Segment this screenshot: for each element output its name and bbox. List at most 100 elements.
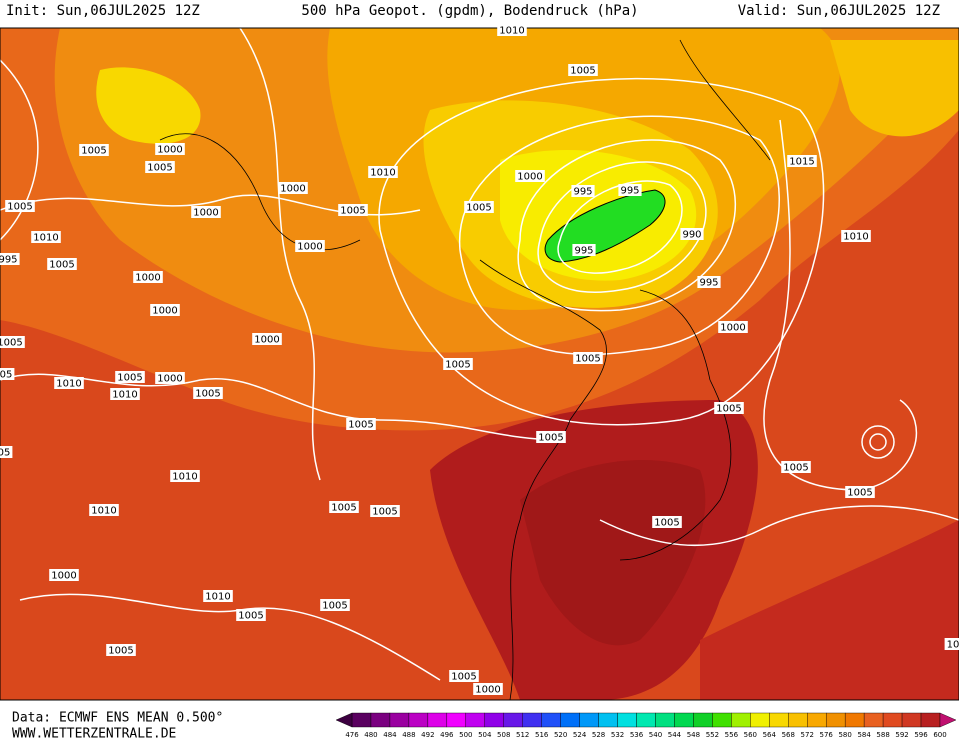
colorbar-label: 560	[744, 731, 757, 739]
isobar-label-box	[295, 240, 325, 252]
colorbar-box	[636, 712, 656, 728]
colorbar-box	[560, 712, 580, 728]
colorbar-label: 496	[440, 731, 454, 739]
colorbar-label: 524	[573, 731, 587, 739]
colorbar-label: 568	[782, 731, 795, 739]
isobar-label: 1005	[147, 163, 172, 174]
colorbar-label: 564	[763, 731, 777, 739]
map-title: 500 hPa Geopot. (gpdm), Bodendruck (hPa)	[301, 3, 638, 19]
colorbar-label: 572	[801, 731, 814, 739]
isobar-label-box	[781, 461, 811, 473]
isobar-label: 1005	[847, 488, 872, 499]
isobar-label: 1000	[517, 172, 542, 183]
colorbar-label: 520	[554, 731, 567, 739]
isobar-label: 1000	[254, 335, 279, 346]
isobar-label: 995	[699, 278, 718, 289]
isobar-label: 1010	[843, 232, 868, 243]
colorbar-box	[541, 712, 561, 728]
isobar-label-box	[697, 276, 721, 288]
colorbar-box	[446, 712, 467, 728]
colorbar-label: 516	[535, 731, 549, 739]
isobar-label: 1010	[33, 233, 58, 244]
valid-time: Valid: Sun,06JUL2025 12Z	[738, 3, 940, 19]
isobar-label: 995	[574, 246, 593, 257]
isobar-label-box	[193, 387, 223, 399]
isobar-label-box	[338, 204, 368, 216]
isobar-label: 10	[947, 640, 959, 651]
isobar-label-box	[106, 644, 136, 656]
isobar-label-box	[718, 321, 748, 333]
isobar-label-box	[110, 388, 140, 400]
isobar-label: 1010	[499, 26, 524, 37]
isobar-label-box	[47, 258, 77, 270]
isobar-label-box	[252, 333, 282, 345]
isobar-label: 1005	[49, 260, 74, 271]
colorbar-label: 488	[402, 731, 415, 739]
colorbar-label: 500	[459, 731, 472, 739]
isobar-label-box	[572, 244, 596, 256]
isobar-label: 1000	[297, 242, 322, 253]
colorbar-box	[920, 712, 941, 728]
isobar-label-box	[155, 143, 185, 155]
colorbar-label: 600	[933, 731, 946, 739]
colorbar-label: 512	[516, 731, 529, 739]
colorbar-label: 476	[345, 731, 359, 739]
colorbar-label: 588	[876, 731, 889, 739]
colorbar-label: 492	[421, 731, 434, 739]
isobar-label-box	[449, 670, 479, 682]
isobar-label: 1010	[91, 506, 116, 517]
isobar-label: 1005	[81, 146, 106, 157]
isobar-label-box	[115, 371, 145, 383]
isobar-label-box	[571, 185, 595, 197]
isobar-label: 1005	[238, 611, 263, 622]
data-source: Data: ECMWF ENS MEAN 0.500°	[12, 711, 223, 726]
colorbar-box	[351, 712, 372, 728]
colorbar-label: 552	[706, 731, 719, 739]
colorbar-box	[370, 712, 391, 728]
isobar-label: 1010	[56, 379, 81, 390]
isobar-label-box	[443, 358, 473, 370]
colorbar-box	[408, 712, 429, 728]
isobar-label-box	[0, 253, 20, 265]
colorbar-label: 556	[725, 731, 739, 739]
isobar-label-box	[0, 368, 15, 380]
colorbar-box	[674, 712, 694, 728]
isobar-label-box	[89, 504, 119, 516]
colorbar-label: 584	[857, 731, 871, 739]
isobar-label-box	[568, 64, 598, 76]
isobar-label: 1010	[112, 390, 137, 401]
isobar-label-box	[497, 24, 527, 36]
colorbar-label: 532	[611, 731, 624, 739]
isobar-label-box	[845, 486, 875, 498]
isobar-label: 990	[682, 230, 701, 241]
isobar-label: 1000	[51, 571, 76, 582]
isobar-label-box	[346, 418, 376, 430]
isobar-label-box	[370, 505, 400, 517]
colorbar-label: 596	[914, 731, 928, 739]
colorbar-box	[825, 712, 846, 728]
colorbar-label: 504	[478, 731, 492, 739]
isobar-label: 1005	[654, 518, 679, 529]
colorbar-box	[769, 712, 789, 728]
isobar-label: 05	[0, 370, 12, 381]
colorbar-box	[693, 712, 713, 728]
isobar-label: 1005	[538, 433, 563, 444]
isobar-label-box	[150, 304, 180, 316]
isobar-label: 1005	[195, 389, 220, 400]
isobar-label-box	[191, 206, 221, 218]
isobar-label-box	[0, 446, 13, 458]
isobar-label-box	[618, 184, 642, 196]
isobar-label: 1000	[157, 145, 182, 156]
isobar-label: 1010	[172, 472, 197, 483]
colorbar-box	[598, 712, 618, 728]
colorbar-label: 544	[668, 731, 682, 739]
colorbar-box	[427, 712, 448, 728]
isobar-label: 1005	[7, 202, 32, 213]
isobar-label: 1005	[783, 463, 808, 474]
colorbar-label: 540	[649, 731, 662, 739]
isobar-label: 995	[620, 186, 639, 197]
colorbar-label: 508	[497, 731, 510, 739]
